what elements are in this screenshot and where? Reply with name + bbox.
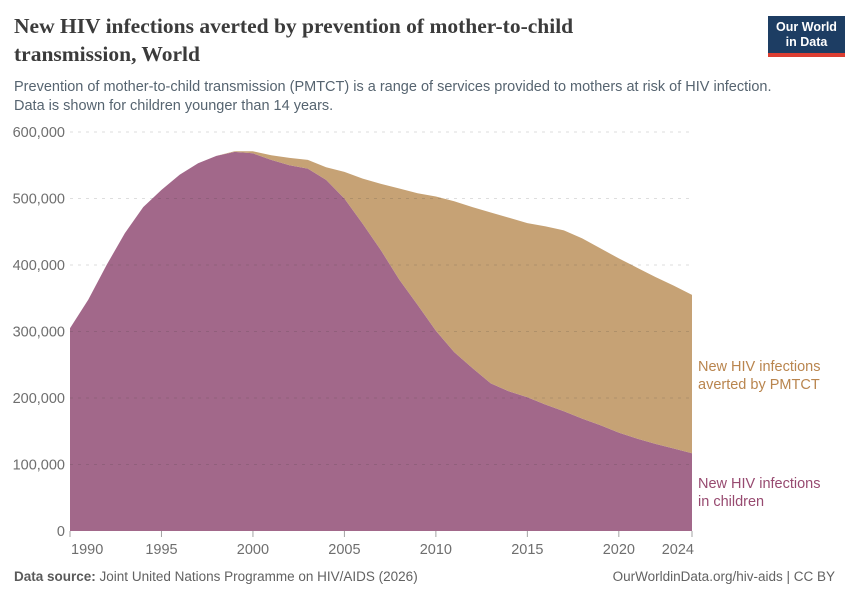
footer-link[interactable]: OurWorldinData.org/hiv-aids | CC BY [613,568,835,585]
x-axis-tick-label: 1990 [71,542,103,558]
chart-subtitle-line2: Data is shown for children younger than … [14,98,334,114]
y-axis-tick-label: 300,000 [13,325,65,341]
y-axis-tick-label: 600,000 [13,125,65,141]
data-source: Data source: Joint United Nations Progra… [14,568,418,585]
owid-logo-line1: Our World [776,20,837,34]
x-axis-tick-label: 2015 [511,542,543,558]
chart-footer: Data source: Joint United Nations Progra… [14,568,835,585]
area-new-hiv-infections-averted-by-pmtct[interactable] [70,151,692,454]
series-label-children-line1: New HIV infections [698,476,821,492]
x-axis-tick-label: 2020 [603,542,635,558]
y-axis-tick-label: 500,000 [13,192,65,208]
chart-subtitle: Prevention of mother-to-child transmissi… [14,78,804,116]
owid-logo[interactable]: Our World in Data [768,16,845,57]
series-label-averted-line2: averted by PMTCT [698,376,820,393]
x-axis-tick-label: 2005 [328,542,360,558]
y-axis-tick-label: 100,000 [13,458,65,474]
y-axis-tick-label: 400,000 [13,258,65,274]
data-source-text: Joint United Nations Programme on HIV/AI… [99,569,418,584]
x-axis-tick-label: 2000 [237,542,269,558]
series-label-averted-line1: New HIV infections [698,359,821,375]
x-axis-tick-label: 2010 [420,542,452,558]
series-label-averted: New HIV infections averted by PMTCT [698,359,821,394]
page-title: New HIV infections averted by prevention… [14,12,654,68]
x-axis-tick-label: 1995 [145,542,177,558]
y-axis-tick-label: 200,000 [13,391,65,407]
page-title-line2: transmission, World [14,42,200,66]
data-source-label: Data source: [14,569,96,584]
footer-link-text: OurWorldinData.org/hiv-aids | CC BY [612,569,835,584]
chart-subtitle-line1: Prevention of mother-to-child transmissi… [14,79,772,95]
y-axis-tick-label: 0 [57,524,65,540]
x-axis-tick-label: 2024 [662,542,694,558]
page-title-line1: New HIV infections averted by prevention… [14,14,574,38]
area-new-hiv-infections-in-children[interactable] [70,151,692,531]
owid-logo-line2: in Data [785,35,828,49]
series-label-children-line2: in children [698,493,765,510]
series-label-children: New HIV infections in children [698,476,821,511]
